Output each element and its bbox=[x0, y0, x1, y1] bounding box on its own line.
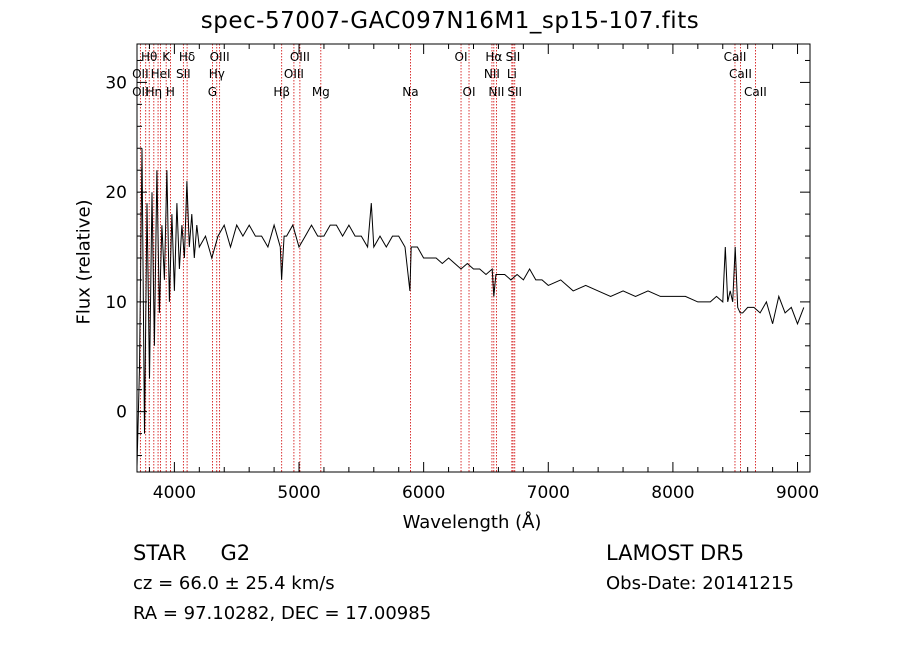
spectral-line-label: OIII bbox=[284, 67, 304, 81]
spectral-line-label: Li bbox=[507, 67, 517, 81]
spectral-line-label: OI bbox=[455, 50, 468, 64]
y-tick-label: 20 bbox=[105, 183, 127, 203]
object-subclass: G2 bbox=[220, 541, 251, 565]
spectral-line-label: CaII bbox=[744, 85, 767, 99]
spectral-line-label: Mg bbox=[312, 85, 330, 99]
x-tick-label: 8000 bbox=[651, 483, 694, 503]
survey-name: LAMOST DR5 bbox=[606, 541, 745, 565]
spectral-line-label: Hγ bbox=[209, 67, 225, 81]
spectral-line-label: Na bbox=[402, 85, 418, 99]
spectral-line-label: Hα bbox=[485, 50, 502, 64]
spectrum-series-line bbox=[136, 148, 805, 467]
spectral-line-label: NII bbox=[488, 85, 504, 99]
plot-frame bbox=[136, 43, 811, 473]
y-tick-label: 10 bbox=[105, 293, 127, 313]
spectral-line-label: OIII bbox=[290, 50, 310, 64]
x-tick-label: 6000 bbox=[402, 483, 445, 503]
spectral-line-label: OII bbox=[132, 85, 149, 99]
spectral-line-label: HeI bbox=[151, 67, 171, 81]
y-tick-label: 0 bbox=[116, 403, 127, 423]
spectral-line-label: SII bbox=[176, 67, 191, 81]
y-tick-label: 30 bbox=[105, 73, 127, 93]
x-tick-label: 9000 bbox=[776, 483, 819, 503]
spectral-line-label: K bbox=[162, 50, 171, 64]
spectral-line-label: OII bbox=[132, 67, 149, 81]
spectral-line-label: Hβ bbox=[273, 85, 290, 99]
spectral-line-label: Hθ bbox=[141, 50, 157, 64]
x-tick-label: 5000 bbox=[277, 483, 320, 503]
spectral-line-label: CaII bbox=[729, 67, 752, 81]
redshift-text: cz = 66.0 ± 25.4 km/s bbox=[133, 573, 335, 594]
spectral-line-label: Hη bbox=[146, 85, 163, 99]
x-tick-label: 7000 bbox=[527, 483, 570, 503]
spectral-line-label: SII bbox=[506, 50, 521, 64]
object-class-line: STAR G2 bbox=[133, 541, 250, 565]
spectral-line-label: SII bbox=[507, 85, 522, 99]
spectral-line-label: CaII bbox=[724, 50, 747, 64]
spectral-line-label: OI bbox=[463, 85, 476, 99]
spectral-line-label: OIII bbox=[210, 50, 230, 64]
spectral-line-label: H bbox=[166, 85, 175, 99]
object-class: STAR bbox=[133, 541, 187, 565]
x-axis-label: Wavelength (Å) bbox=[402, 512, 542, 533]
spectral-line-label: G bbox=[208, 85, 217, 99]
spectral-line-label: NII bbox=[484, 67, 500, 81]
observation-date: Obs-Date: 20141215 bbox=[606, 573, 794, 594]
spectral-line-label: Hδ bbox=[179, 50, 195, 64]
x-tick-label: 4000 bbox=[153, 483, 196, 503]
coordinates-text: RA = 97.10282, DEC = 17.00985 bbox=[133, 603, 432, 624]
chart-title: spec-57007-GAC097N16M1_sp15-107.fits bbox=[200, 8, 700, 34]
